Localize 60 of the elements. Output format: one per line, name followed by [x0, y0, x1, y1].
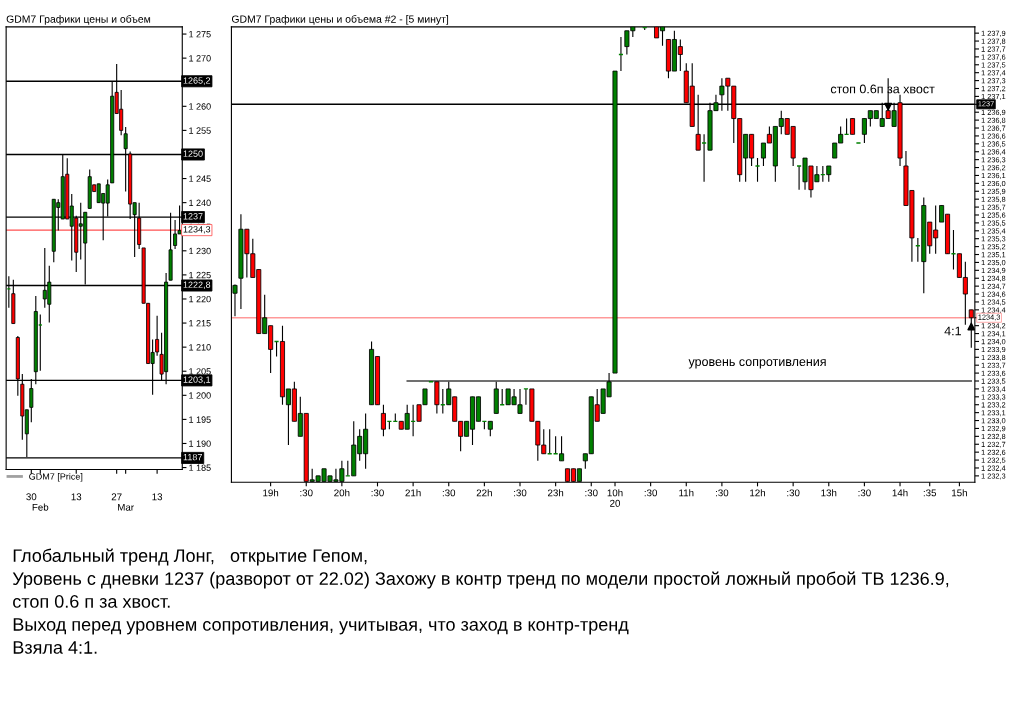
- y-tick-label: 1 205: [189, 368, 211, 375]
- ref-line-label: 1222,8: [183, 281, 211, 289]
- ref-line-label: 1237: [183, 213, 203, 220]
- x-tick-label: 15h: [952, 489, 967, 497]
- text: Уровень с дневки 1237 (разворот от 22.02) Захожу в контр тренд по модели простой ложный пробой ТВ 1236.9,: [12, 571, 949, 589]
- y-tick-label: 1 230: [189, 247, 211, 255]
- y-tick-label: 1 245: [189, 175, 211, 182]
- x-tick-label: :30: [858, 489, 871, 497]
- x-tick-label: 14h: [892, 489, 908, 497]
- text: Глобальный тренд Лонг, открытие Гепом,: [13, 548, 367, 566]
- y-tick-label: 1 185: [189, 464, 211, 471]
- x-tick-label: :30: [371, 489, 384, 497]
- x-tick-label: 20h: [334, 489, 350, 497]
- x-tick-label: 12h: [750, 489, 765, 497]
- x-tick-label: :30: [787, 489, 800, 497]
- ref-line-label: 1203,1: [183, 376, 211, 384]
- y-tick-label: 1 270: [189, 55, 211, 62]
- y-tick-label: 1 220: [189, 295, 211, 303]
- chart-title: GDM7 Графики цены и объема #2 - [5 минут]: [231, 15, 449, 25]
- y-tick-label: 1 195: [189, 416, 211, 423]
- x-tick-label: Mar: [118, 503, 134, 511]
- text: Взяла 4:1.: [13, 641, 97, 654]
- x-tick-label: :30: [716, 489, 729, 497]
- x-tick-label: 19h: [263, 489, 279, 497]
- series-label: уровень сопротивления: [688, 359, 826, 369]
- y-tick-label: 1 240: [189, 199, 211, 206]
- text: Выход перед уровнем сопротивления, учитывая, что заход в контр-тренд: [13, 618, 629, 635]
- x-tick-label: :30: [644, 489, 658, 497]
- chart-title: GDM7 Графики цены и объем: [6, 15, 151, 25]
- x-tick-label: :30: [442, 489, 456, 497]
- y-tick-label: 1 260: [189, 103, 211, 110]
- x-tick-label: :35: [923, 489, 937, 497]
- x-tick-label: 27: [111, 493, 122, 501]
- y-tick-label: 1 225: [189, 271, 211, 279]
- x-tick-label: 11h: [679, 489, 694, 497]
- x-tick-label: 13: [71, 493, 82, 501]
- y-tick-label: 1 275: [189, 31, 211, 38]
- legend-label: GDM7 [Price]: [29, 473, 83, 482]
- x-tick-label: :30: [300, 489, 313, 497]
- ref-line-label: 1187: [183, 453, 202, 461]
- x-tick-label: 10h 20: [607, 489, 623, 507]
- ref-line-label: 1234,3: [183, 226, 211, 234]
- y-tick-label: 1 215: [189, 320, 211, 327]
- x-tick-label: :30: [585, 489, 598, 497]
- ref-line-label: 1250: [183, 150, 203, 157]
- x-tick-label: 23h: [548, 489, 564, 497]
- x-tick-label: 13: [152, 493, 163, 501]
- x-tick-label: 30: [26, 493, 37, 501]
- y-tick-label: 1 190: [189, 440, 211, 447]
- y-tick-label: 1 200: [189, 392, 211, 399]
- text: стоп 0.6 п за хвост.: [13, 595, 170, 608]
- y-tick-label: 1 210: [189, 344, 211, 351]
- x-tick-label: 13h: [821, 489, 837, 497]
- series-label: 4:1: [944, 326, 961, 336]
- ref-line-label: 1265,2: [183, 77, 211, 85]
- x-tick-label: :30: [514, 489, 527, 497]
- x-tick-label: 22h: [476, 489, 492, 497]
- x-tick-label: 21h: [405, 489, 421, 497]
- y-tick-label: 1 255: [189, 127, 211, 134]
- x-tick-label: Feb: [32, 503, 49, 511]
